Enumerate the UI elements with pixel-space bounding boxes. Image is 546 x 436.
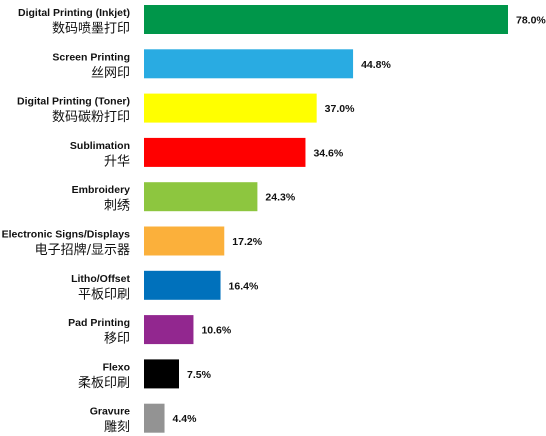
bar-group: Gravure 雕刻 4.4% — [90, 403, 198, 435]
bar — [144, 49, 354, 79]
category-label-en: Gravure — [90, 406, 130, 418]
bar — [144, 93, 317, 123]
category-label-zh: 雕刻 — [104, 420, 130, 435]
bar — [144, 226, 225, 256]
value-label: 7.5% — [187, 369, 212, 381]
category-label-en: Litho/Offset — [71, 273, 130, 285]
value-label: 16.4% — [229, 280, 259, 292]
category-label-en: Embroidery — [72, 184, 131, 196]
category-label-en: Digital Printing (Toner) — [17, 96, 130, 108]
bar-group: Embroidery 刺绣 24.3% — [72, 182, 296, 214]
category-label-zh: 移印 — [104, 332, 130, 347]
bar-group: Digital Printing (Inkjet) 数码喷墨打印 78.0% — [18, 5, 546, 37]
bar — [144, 5, 508, 34]
category-label-zh: 升华 — [104, 154, 130, 169]
category-label-zh: 丝网印 — [91, 66, 130, 81]
value-label: 34.6% — [313, 147, 343, 159]
bar-group: Litho/Offset 平板印刷 16.4% — [71, 270, 259, 302]
category-label-zh: 柔板印刷 — [78, 376, 130, 391]
bar — [144, 403, 165, 433]
category-label-zh: 电子招牌/显示器 — [35, 242, 130, 258]
category-label-zh: 数码碳粉打印 — [52, 110, 130, 125]
bar-group: Screen Printing 丝网印 44.8% — [52, 49, 392, 81]
category-label-en: Electronic Signs/Displays — [2, 229, 131, 241]
value-label: 4.4% — [173, 413, 198, 425]
category-label-en: Flexo — [103, 361, 130, 373]
bar — [144, 137, 306, 167]
value-label: 10.6% — [201, 325, 231, 337]
bar-group: Digital Printing (Toner) 数码碳粉打印 37.0% — [17, 93, 355, 125]
bar-group: Flexo 柔板印刷 7.5% — [78, 359, 212, 391]
value-label: 17.2% — [232, 236, 262, 248]
bar-group: Sublimation 升华 34.6% — [70, 137, 344, 169]
bar — [144, 315, 194, 345]
bar — [144, 270, 221, 300]
bar-group: Pad Printing 移印 10.6% — [68, 315, 232, 347]
value-label: 44.8% — [361, 59, 391, 71]
category-label-zh: 平板印刷 — [78, 287, 130, 302]
category-label-en: Screen Printing — [52, 51, 130, 63]
category-label-en: Sublimation — [70, 140, 130, 152]
category-label-zh: 数码喷墨打印 — [52, 22, 130, 37]
category-label-en: Pad Printing — [68, 317, 130, 329]
bar — [144, 182, 258, 212]
value-label: 37.0% — [325, 103, 355, 115]
value-label: 24.3% — [265, 192, 295, 204]
category-label-zh: 刺绣 — [104, 199, 130, 214]
value-label: 78.0% — [516, 15, 546, 27]
category-label-en: Digital Printing (Inkjet) — [18, 7, 130, 19]
bar — [144, 359, 179, 389]
